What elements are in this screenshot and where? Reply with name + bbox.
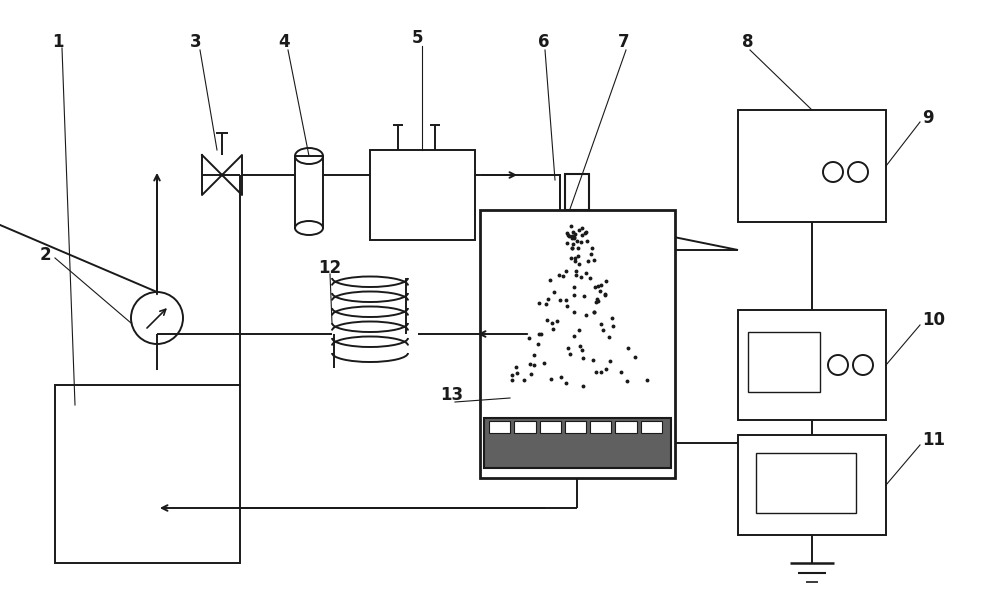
Bar [295, 156, 323, 228]
Text: 4: 4 [278, 33, 290, 51]
Text: 11: 11 [922, 431, 945, 449]
Bar [738, 110, 886, 222]
Text: 6: 6 [538, 33, 550, 51]
Text: 8: 8 [742, 33, 754, 51]
Bar [738, 435, 886, 535]
Bar [756, 453, 856, 513]
Text: 10: 10 [922, 311, 945, 329]
Bar [480, 210, 675, 478]
Text: 13: 13 [440, 386, 463, 404]
Bar [370, 150, 475, 240]
Text: 2: 2 [40, 246, 52, 264]
Bar [540, 421, 561, 433]
Ellipse shape [295, 221, 323, 235]
Bar [615, 421, 637, 433]
Bar [590, 421, 611, 433]
Bar [738, 310, 886, 420]
Text: 7: 7 [618, 33, 630, 51]
Bar [565, 174, 589, 210]
Bar [565, 421, 586, 433]
Bar [489, 421, 510, 433]
Text: 5: 5 [412, 29, 424, 47]
Bar [514, 421, 536, 433]
Bar [55, 385, 240, 563]
Text: 3: 3 [190, 33, 202, 51]
Bar [641, 421, 662, 433]
Text: 9: 9 [922, 109, 934, 127]
Bar [748, 332, 820, 392]
Text: 1: 1 [52, 33, 64, 51]
Bar [484, 418, 671, 468]
Text: 12: 12 [318, 259, 341, 277]
